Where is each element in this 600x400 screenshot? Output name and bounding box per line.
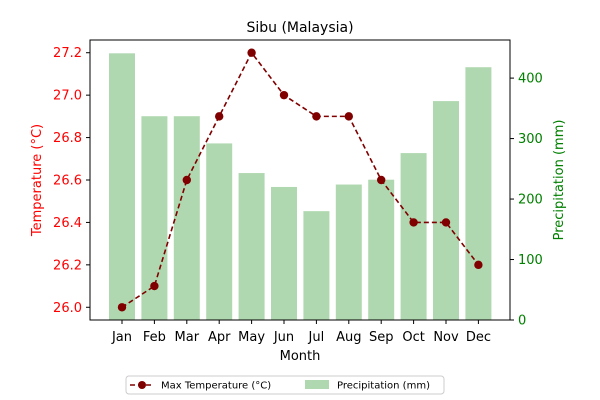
x-axis-tick-label: Oct (402, 330, 424, 345)
legend-precipitation-swatch (305, 380, 329, 389)
right-axis-tick-label: 0 (518, 314, 526, 329)
temperature-point (117, 303, 127, 312)
precipitation-bar (465, 67, 492, 320)
left-axis-tick-label: 27.2 (53, 46, 82, 61)
right-axis-tick-label: 300 (518, 132, 543, 147)
temperature-line-group (117, 48, 483, 312)
left-axis-label: Temperature (°C) (30, 124, 45, 237)
left-axis-tick-label: 26.8 (53, 131, 82, 146)
x-axis-label: Month (280, 349, 321, 364)
temperature-line (121, 51, 480, 308)
temperature-point (474, 260, 483, 270)
x-axis-tick-label: Dec (466, 330, 491, 345)
precipitation-bar (206, 143, 233, 320)
temperature-point (344, 112, 353, 121)
temperature-point (377, 175, 386, 185)
chart-title: Sibu (Malaysia) (246, 20, 353, 36)
x-axis-tick-label: Nov (433, 330, 459, 345)
x-axis-tick-label: Jan (111, 330, 132, 345)
legend-temperature-label: Max Temperature (°C) (161, 381, 271, 392)
right-axis-tick-label: 400 (518, 72, 543, 87)
x-axis-tick-label: Jun (273, 330, 294, 345)
legend-precipitation-label: Precipitation (mm) (337, 381, 430, 392)
temperature-point (279, 90, 289, 100)
left-axis: 26.0 26.2 26.4 26.6 26.8 27.0 27.2 (53, 46, 90, 316)
left-axis-tick-label: 26.0 (53, 301, 82, 316)
precipitation-bar (335, 184, 362, 320)
x-axis: Jan Feb Mar Apr May Jun Jul Aug Sep Oct Nov Dec (111, 320, 491, 345)
left-axis-tick-label: 26.4 (53, 216, 82, 231)
precipitation-bar (109, 53, 135, 320)
precipitation-bars (109, 53, 492, 321)
right-axis: 0 100 200 300 400 (510, 72, 543, 329)
x-axis-tick-label: Apr (208, 330, 231, 345)
temperature-point (215, 112, 224, 121)
temperature-point (312, 112, 321, 121)
legend: Max Temperature (°C) Precipitation (mm) (125, 375, 445, 395)
precipitation-bar (303, 211, 330, 320)
legend-temperature-marker (138, 381, 146, 389)
precipitation-bar (173, 116, 200, 321)
temperature-point (182, 175, 191, 185)
right-axis-tick-label: 200 (518, 193, 543, 208)
right-axis-label: Precipitation (mm) (552, 120, 567, 241)
x-axis-tick-label: Jul (308, 330, 325, 345)
left-axis-tick-label: 27.0 (53, 89, 82, 104)
x-axis-tick-label: May (238, 330, 265, 345)
precipitation-bar (271, 186, 297, 320)
left-axis-tick-label: 26.6 (53, 174, 82, 189)
x-axis-tick-label: Feb (143, 330, 166, 345)
precipitation-bar (433, 101, 459, 320)
temperature-point (150, 281, 159, 291)
x-axis-tick-label: Mar (175, 330, 200, 345)
legend-box (125, 375, 445, 395)
temperature-point (247, 48, 256, 57)
temperature-point (409, 218, 418, 227)
left-axis-tick-label: 26.2 (53, 258, 82, 273)
x-axis-tick-label: Aug (336, 330, 361, 345)
right-axis-tick-label: 100 (518, 253, 543, 268)
precipitation-bar (368, 179, 395, 320)
precipitation-bar (400, 153, 427, 320)
precipitation-bar (238, 173, 265, 320)
temperature-point (441, 218, 451, 227)
x-axis-tick-label: Sep (369, 330, 394, 345)
